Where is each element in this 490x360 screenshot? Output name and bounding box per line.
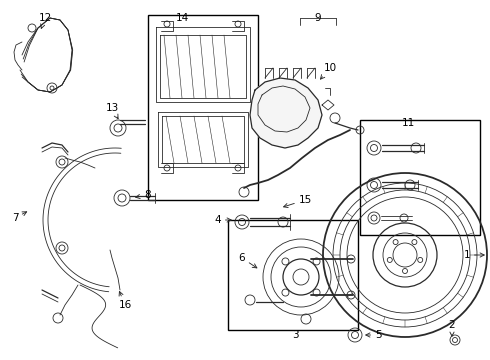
Text: 6: 6: [239, 253, 257, 268]
Text: 16: 16: [119, 292, 132, 310]
Text: 4: 4: [215, 215, 231, 225]
Text: 3: 3: [292, 330, 298, 340]
Text: 1: 1: [464, 250, 484, 260]
Polygon shape: [250, 78, 322, 148]
Bar: [360, 120, 480, 235]
Text: 13: 13: [105, 103, 119, 119]
Text: 5: 5: [366, 330, 381, 340]
Text: 8: 8: [136, 190, 151, 200]
Text: 12: 12: [38, 13, 51, 28]
Text: 11: 11: [401, 118, 415, 128]
Text: 9: 9: [315, 13, 321, 23]
Text: 2: 2: [449, 320, 455, 336]
Bar: [148, 15, 258, 200]
Text: 7: 7: [12, 212, 26, 223]
Text: 14: 14: [175, 13, 189, 23]
Bar: [228, 220, 358, 330]
Text: 10: 10: [320, 63, 337, 79]
Text: 15: 15: [284, 195, 312, 208]
